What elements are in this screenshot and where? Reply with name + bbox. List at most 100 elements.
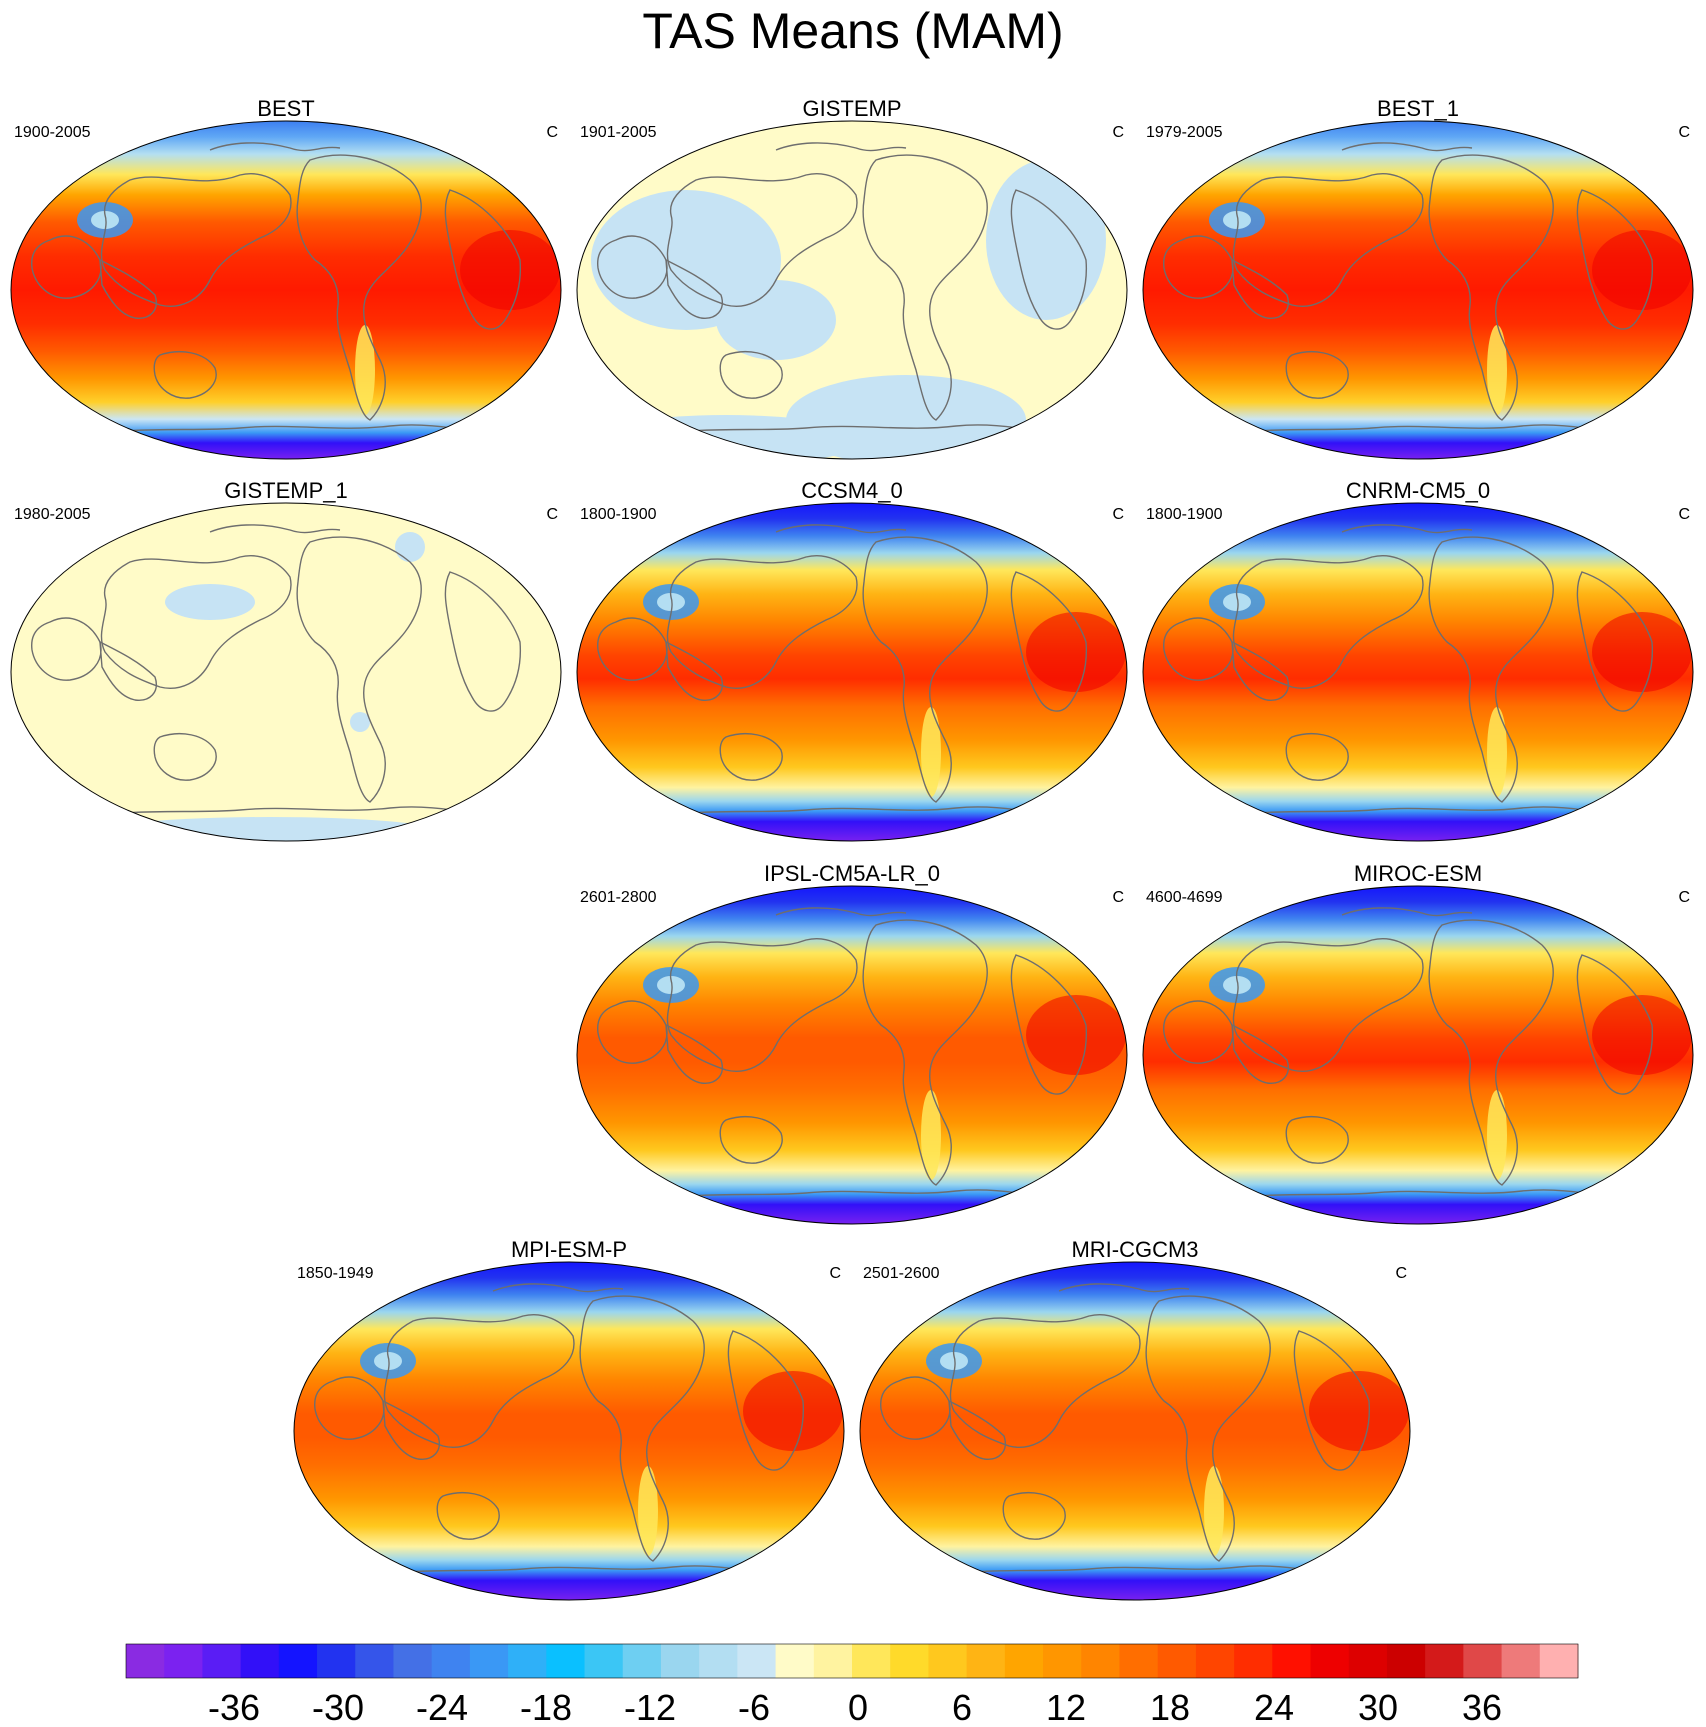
colorbar-swatch	[699, 1644, 738, 1678]
colorbar-swatch	[126, 1644, 165, 1678]
colorbar-swatch	[1311, 1644, 1350, 1678]
colorbar-swatch	[1158, 1644, 1197, 1678]
panel-period: 1850-1949	[297, 1264, 374, 1284]
panel-unit: C	[546, 505, 558, 525]
colorbar-swatch	[585, 1644, 624, 1678]
colorbar-swatch	[1005, 1644, 1044, 1678]
world-map	[1142, 885, 1694, 1225]
africa-hot-spot	[1026, 995, 1126, 1075]
colorbar-swatch	[1425, 1644, 1464, 1678]
colorbar-swatch	[661, 1644, 700, 1678]
panel-period: 1800-1900	[580, 505, 657, 525]
panel-title: MPI-ESM-P	[289, 1237, 849, 1263]
anomaly-region	[165, 584, 255, 620]
colorbar-swatch	[317, 1644, 356, 1678]
map-panel: MIROC-ESM 4600-4699 C	[1138, 861, 1698, 1221]
colorbar-swatch	[1502, 1644, 1541, 1678]
colorbar-swatch	[432, 1644, 471, 1678]
panel-period: 4600-4699	[1146, 888, 1223, 908]
colorbar-tick-label: 0	[848, 1687, 868, 1726]
colorbar-swatch	[355, 1644, 394, 1678]
world-map	[576, 885, 1128, 1225]
colorbar-swatch	[1349, 1644, 1388, 1678]
colorbar-tick-label: 12	[1046, 1687, 1086, 1726]
colorbar-swatch	[508, 1644, 547, 1678]
panel-title: CNRM-CM5_0	[1138, 478, 1698, 504]
colorbar-tick-label: -24	[416, 1687, 468, 1726]
colorbar-swatch	[1463, 1644, 1502, 1678]
panel-period: 1900-2005	[14, 123, 91, 143]
panel-title: BEST	[6, 96, 566, 122]
africa-hot-spot	[1026, 612, 1126, 692]
colorbar-swatch	[967, 1644, 1006, 1678]
colorbar-tick-label: 30	[1358, 1687, 1398, 1726]
colorbar-swatch	[202, 1644, 241, 1678]
map-panel: BEST_1 1979-2005 C	[1138, 96, 1698, 456]
colorbar-swatch	[1043, 1644, 1082, 1678]
figure-title: TAS Means (MAM)	[0, 2, 1706, 60]
panel-period: 1980-2005	[14, 505, 91, 525]
colorbar-tick-label: -30	[312, 1687, 364, 1726]
colorbar-tick-label: -36	[208, 1687, 260, 1726]
colorbar-swatch	[814, 1644, 853, 1678]
africa-hot-spot	[743, 1371, 843, 1451]
africa-hot-spot	[460, 230, 560, 310]
panel-period: 1800-1900	[1146, 505, 1223, 525]
colorbar-swatch	[776, 1644, 815, 1678]
map-panel: GISTEMP 1901-2005 C	[572, 96, 1132, 456]
world-map	[293, 1261, 845, 1601]
colorbar-swatch	[1196, 1644, 1235, 1678]
panel-period: 2601-2800	[580, 888, 657, 908]
map-panel: CCSM4_0 1800-1900 C	[572, 478, 1132, 838]
panel-title: GISTEMP_1	[6, 478, 566, 504]
map-panel: MPI-ESM-P 1850-1949 C	[289, 1237, 849, 1597]
colorbar-swatch	[279, 1644, 318, 1678]
colorbar-swatch	[546, 1644, 585, 1678]
panel-unit: C	[829, 1264, 841, 1284]
map-background	[10, 502, 562, 842]
panel-title: GISTEMP	[572, 96, 1132, 122]
panel-title: CCSM4_0	[572, 478, 1132, 504]
map-panel: BEST 1900-2005 C	[6, 96, 566, 456]
colorbar-swatch	[1081, 1644, 1120, 1678]
map-panel: GISTEMP_1 1980-2005 C	[6, 478, 566, 838]
colorbar-swatch	[1540, 1644, 1579, 1678]
colorbar-swatch	[1119, 1644, 1158, 1678]
panel-title: MIROC-ESM	[1138, 861, 1698, 887]
africa-hot-spot	[1592, 995, 1692, 1075]
panel-unit: C	[1678, 888, 1690, 908]
anomaly-region	[380, 834, 460, 842]
world-map	[1142, 120, 1694, 460]
panel-unit: C	[1678, 123, 1690, 143]
panel-title: MRI-CGCM3	[855, 1237, 1415, 1263]
map-panel: IPSL-CM5A-LR_0 2601-2800 C	[572, 861, 1132, 1221]
colorbar-swatch	[470, 1644, 509, 1678]
world-map	[10, 502, 562, 842]
africa-hot-spot	[1592, 230, 1692, 310]
world-map	[859, 1261, 1411, 1601]
colorbar-swatch	[852, 1644, 891, 1678]
panel-unit: C	[1112, 888, 1124, 908]
colorbar-tick-label: -18	[520, 1687, 572, 1726]
colorbar-tick-label: 18	[1150, 1687, 1190, 1726]
world-map	[576, 502, 1128, 842]
anomaly-region	[986, 160, 1106, 320]
colorbar-swatch	[1387, 1644, 1426, 1678]
colorbar-swatch	[164, 1644, 203, 1678]
panel-period: 1979-2005	[1146, 123, 1223, 143]
colorbar-tick-label: 6	[952, 1687, 972, 1726]
africa-hot-spot	[1592, 612, 1692, 692]
colorbar-tick-label: 24	[1254, 1687, 1294, 1726]
colorbar-tick-label: 36	[1462, 1687, 1502, 1726]
africa-hot-spot	[1309, 1371, 1409, 1451]
colorbar-swatch	[241, 1644, 280, 1678]
panel-unit: C	[1678, 505, 1690, 525]
anomaly-region	[395, 532, 425, 562]
anomaly-region	[716, 280, 836, 360]
color-legend: -36 -30 -24 -18 -12 -6 0 6 12 18 24 30 36	[0, 1640, 1706, 1726]
colorbar-swatch	[623, 1644, 662, 1678]
colorbar-swatch	[890, 1644, 929, 1678]
colorbar-tick-label: -12	[624, 1687, 676, 1726]
panel-unit: C	[546, 123, 558, 143]
panel-period: 2501-2600	[863, 1264, 940, 1284]
